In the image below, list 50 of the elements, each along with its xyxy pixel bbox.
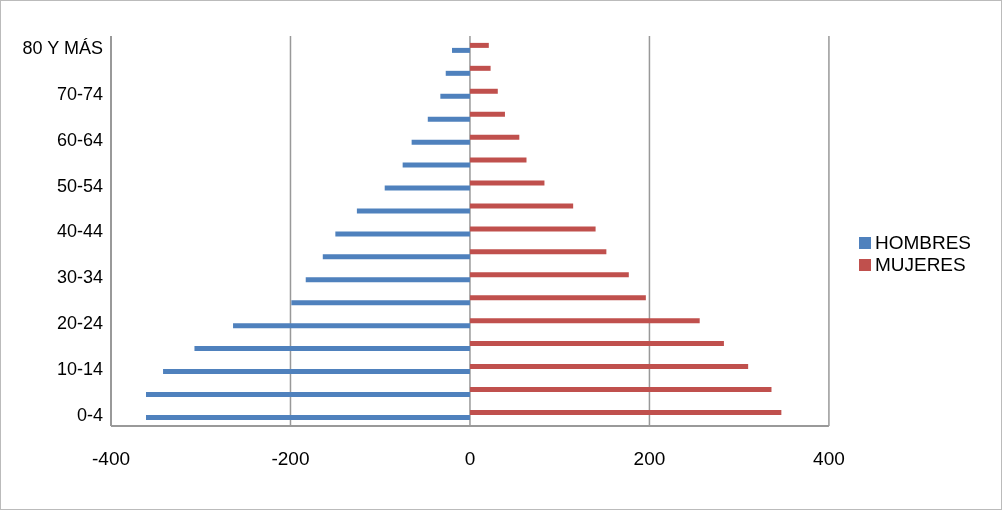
bar	[335, 231, 470, 237]
bar	[469, 157, 527, 163]
bar	[402, 162, 470, 168]
bar	[469, 134, 520, 140]
bar	[469, 88, 498, 94]
x-tick-label: -400	[91, 448, 131, 470]
y-tick-label: 30-34	[56, 267, 103, 288]
x-tick-label: 200	[633, 448, 666, 470]
bar	[427, 116, 470, 122]
x-tick-label: 0	[464, 448, 476, 470]
bar	[469, 111, 505, 117]
bar	[384, 185, 470, 191]
x-tick-label: -200	[271, 448, 310, 470]
x-tick-label: 400	[813, 448, 845, 470]
bar	[194, 346, 470, 352]
bar	[469, 272, 629, 278]
bar	[233, 323, 470, 329]
bar	[469, 295, 646, 301]
bar	[469, 409, 782, 415]
bar	[322, 254, 470, 260]
bar	[469, 226, 596, 232]
y-tick-label: 20-24	[56, 313, 103, 334]
y-tick-label: 60-64	[56, 129, 103, 150]
bar	[469, 249, 607, 255]
bar	[445, 70, 470, 76]
y-tick-label: 40-44	[56, 221, 103, 242]
y-tick-label: 80 Y MÁS	[22, 37, 103, 58]
bar	[356, 208, 470, 214]
bar	[469, 65, 491, 71]
bar	[163, 369, 470, 375]
bar	[291, 300, 470, 306]
bar	[411, 139, 470, 145]
bar	[469, 203, 574, 209]
bar	[469, 387, 772, 392]
legend-label: MUJERES	[874, 253, 966, 275]
bar	[452, 47, 470, 53]
bar	[146, 414, 470, 420]
y-tick-label: 0-4	[76, 404, 103, 425]
bar	[146, 392, 470, 397]
bar	[469, 364, 749, 370]
bar	[469, 318, 700, 324]
bar	[440, 93, 470, 99]
bar	[469, 180, 545, 186]
bar	[469, 341, 724, 347]
legend-label: HOMBRES	[874, 231, 971, 253]
bar	[469, 42, 489, 48]
y-tick-label: 50-54	[56, 175, 103, 196]
bar	[305, 277, 470, 283]
y-tick-label: 10-14	[56, 359, 103, 380]
y-tick-label: 70-74	[56, 83, 103, 104]
